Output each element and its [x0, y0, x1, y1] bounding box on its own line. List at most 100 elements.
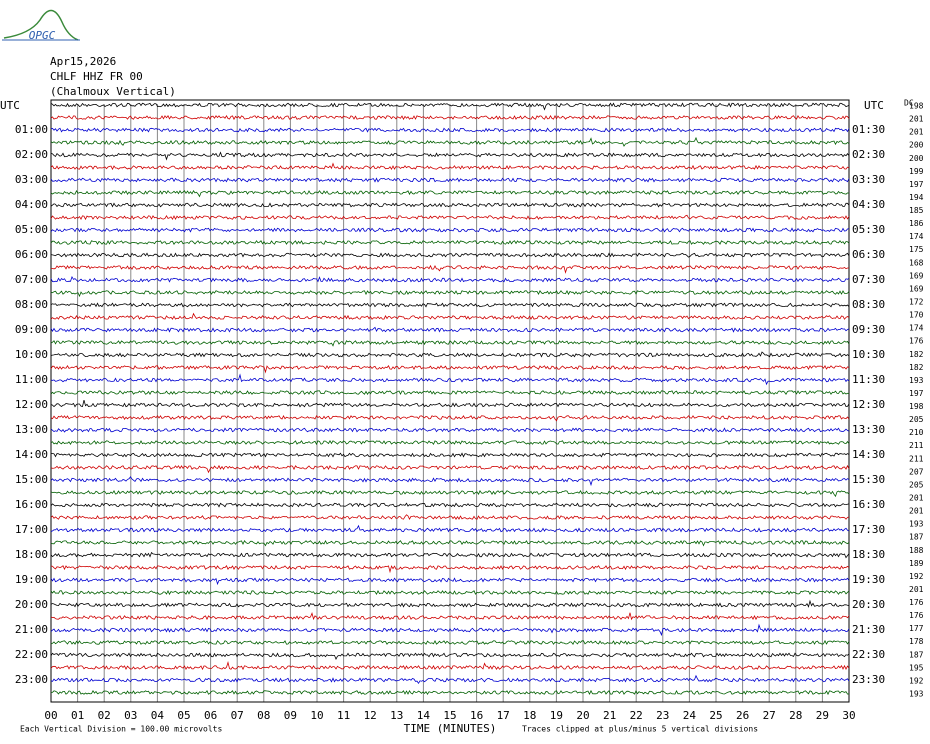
left-time-label: 06:00 [15, 248, 48, 261]
dc-value: 201 [909, 585, 924, 594]
dc-value: 177 [909, 624, 924, 633]
dc-value: 199 [909, 167, 924, 176]
right-time-label: 14:30 [852, 448, 885, 461]
x-tick-label: 20 [576, 709, 589, 722]
trace [50, 489, 850, 498]
x-tick-label: 09 [284, 709, 297, 722]
trace [50, 302, 850, 308]
x-tick-label: 07 [231, 709, 244, 722]
trace [50, 399, 850, 408]
x-tick-label: 10 [310, 709, 323, 722]
x-tick-label: 21 [603, 709, 616, 722]
dc-value: 201 [909, 115, 924, 124]
dc-value: 175 [909, 245, 924, 254]
dc-value: 197 [909, 180, 924, 189]
trace [50, 452, 850, 458]
x-tick-label: 19 [550, 709, 563, 722]
station: CHLF HHZ FR 00 [50, 70, 143, 83]
right-axis-title: UTC [864, 99, 884, 112]
dc-value: 169 [909, 271, 924, 280]
trace [50, 652, 850, 661]
left-time-label: 11:00 [15, 373, 48, 386]
left-time-label: 15:00 [15, 473, 48, 486]
x-tick-label: 25 [709, 709, 722, 722]
dc-value: 201 [909, 494, 924, 503]
trace [50, 326, 850, 333]
right-time-label: 17:30 [852, 523, 885, 536]
trace [50, 564, 850, 574]
x-axis-title: TIME (MINUTES) [404, 722, 497, 735]
logo-text: OPGC [29, 29, 56, 42]
trace [50, 661, 850, 671]
logo-curve [3, 9, 79, 41]
dc-value: 194 [909, 193, 924, 202]
dc-value: 169 [909, 284, 924, 293]
left-time-label: 04:00 [15, 198, 48, 211]
x-tick-label: 12 [364, 709, 377, 722]
dc-value: 189 [909, 559, 924, 568]
dc-value: 185 [909, 206, 924, 215]
dc-value: 201 [909, 128, 924, 137]
x-tick-label: 29 [816, 709, 829, 722]
x-tick-label: 11 [337, 709, 350, 722]
trace [50, 351, 850, 358]
trace [50, 502, 850, 508]
dc-value: 193 [909, 376, 924, 385]
right-time-label: 10:30 [852, 348, 885, 361]
left-time-label: 14:00 [15, 448, 48, 461]
x-tick-label: 18 [523, 709, 536, 722]
trace [50, 524, 850, 533]
trace [50, 589, 850, 596]
right-time-label: 19:30 [852, 573, 885, 586]
x-tick-label: 00 [44, 709, 57, 722]
trace [50, 252, 850, 258]
right-time-label: 07:30 [852, 273, 885, 286]
dc-value: 192 [909, 572, 924, 581]
x-tick-label: 16 [470, 709, 483, 722]
dc-value: 188 [909, 546, 924, 555]
dc-value: 178 [909, 637, 924, 646]
dc-value: 195 [909, 663, 924, 672]
dc-value: 174 [909, 232, 924, 241]
left-time-label: 03:00 [15, 173, 48, 186]
dc-value: 170 [909, 311, 924, 320]
trace [50, 102, 850, 111]
dc-value: 168 [909, 258, 924, 267]
dc-value: 211 [909, 441, 924, 450]
x-tick-label: 15 [443, 709, 456, 722]
dc-value: 182 [909, 363, 924, 372]
dc-value: 182 [909, 350, 924, 359]
left-time-label: 10:00 [15, 348, 48, 361]
trace [50, 551, 850, 559]
right-time-label: 05:30 [852, 223, 885, 236]
clip-note: Traces clipped at plus/minus 5 vertical … [522, 725, 758, 734]
dc-value: 186 [909, 219, 924, 228]
left-time-label: 01:00 [15, 123, 48, 136]
trace [50, 202, 850, 208]
trace [50, 464, 850, 474]
dc-value: 172 [909, 298, 924, 307]
trace [50, 390, 850, 396]
trace [50, 289, 850, 298]
trace [50, 539, 850, 547]
location: (Chalmoux Vertical) [50, 85, 176, 98]
dc-value: 176 [909, 337, 924, 346]
trace [50, 189, 850, 198]
right-time-label: 18:30 [852, 548, 885, 561]
x-tick-label: 08 [257, 709, 270, 722]
x-tick-label: 23 [656, 709, 669, 722]
left-time-label: 18:00 [15, 548, 48, 561]
dc-value: 192 [909, 676, 924, 685]
trace [50, 136, 850, 147]
x-tick-label: 26 [736, 709, 749, 722]
right-time-label: 15:30 [852, 473, 885, 486]
dc-value: 198 [909, 102, 924, 111]
x-tick-label: 06 [204, 709, 217, 722]
right-time-label: 21:30 [852, 623, 885, 636]
trace [50, 177, 850, 183]
trace [50, 275, 850, 283]
left-time-label: 08:00 [15, 298, 48, 311]
left-time-label: 13:00 [15, 423, 48, 436]
right-time-label: 13:30 [852, 423, 885, 436]
trace [50, 514, 850, 520]
